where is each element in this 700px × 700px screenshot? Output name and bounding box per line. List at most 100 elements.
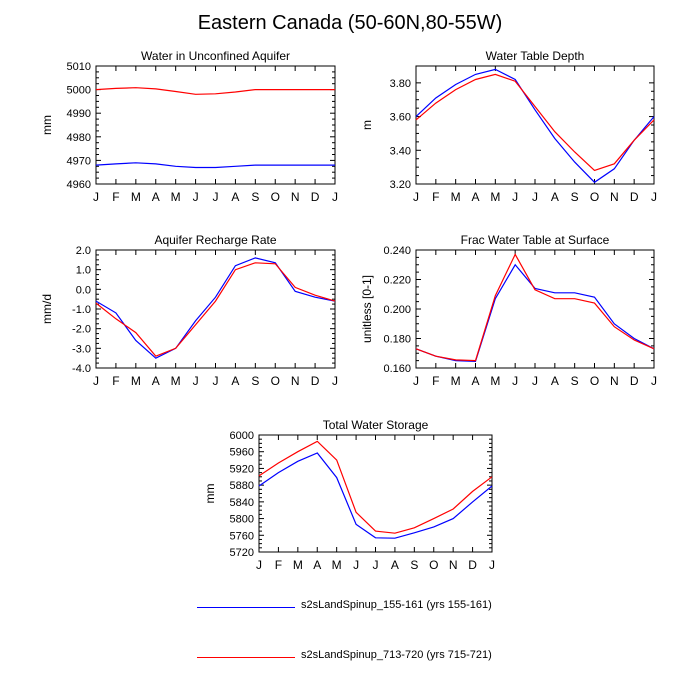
x-tick-label: N [610, 190, 619, 204]
x-tick-label: J [93, 190, 99, 204]
x-tick-label: F [432, 190, 439, 204]
y-tick-label: 2.0 [76, 245, 91, 257]
y-tick-label: 5010 [67, 61, 91, 73]
series-line-2 [258, 440, 493, 534]
y-axis-label: mm [203, 484, 217, 504]
y-tick-label: 3.60 [390, 112, 411, 124]
x-tick-label: M [131, 374, 141, 388]
x-tick-label: J [256, 558, 262, 572]
series-line-1 [415, 68, 655, 184]
x-tick-label: J [332, 374, 338, 388]
x-tick-label: A [313, 558, 321, 572]
y-tick-label: 5760 [230, 530, 254, 542]
x-tick-label: J [651, 190, 657, 204]
y-tick-label: -2.0 [72, 324, 91, 336]
y-tick-label: 4980 [67, 132, 91, 144]
y-tick-label: 0.240 [383, 245, 411, 257]
x-tick-label: J [373, 558, 379, 572]
x-tick-label: J [532, 374, 538, 388]
x-tick-label: J [213, 190, 219, 204]
x-tick-label: M [332, 558, 342, 572]
y-tick-label: 0.220 [383, 275, 411, 287]
y-tick-label: 0.160 [383, 363, 411, 375]
plot-frame [415, 65, 655, 185]
chart-title: Total Water Storage [323, 418, 429, 432]
x-tick-label: M [171, 374, 181, 388]
x-tick-label: M [293, 558, 303, 572]
x-tick-label: S [571, 190, 579, 204]
x-tick-label: J [413, 374, 419, 388]
x-tick-label: J [512, 190, 518, 204]
y-axis-label: m [360, 120, 374, 130]
x-tick-label: A [551, 374, 559, 388]
x-tick-label: J [489, 558, 495, 572]
x-tick-label: M [451, 374, 461, 388]
x-tick-label: F [275, 558, 282, 572]
x-tick-label: A [152, 374, 160, 388]
x-tick-label: M [171, 190, 181, 204]
y-tick-label: 0.200 [383, 304, 411, 316]
plot-frame [95, 249, 336, 369]
y-axis-label: unitless [0-1] [360, 275, 374, 343]
series-line-1 [415, 263, 655, 363]
x-tick-label: S [410, 558, 418, 572]
x-tick-label: M [451, 190, 461, 204]
x-tick-label: N [291, 190, 300, 204]
y-tick-label: -4.0 [72, 363, 91, 375]
x-tick-label: S [251, 374, 259, 388]
series-line-2 [415, 73, 655, 172]
y-tick-label: -1.0 [72, 304, 91, 316]
x-tick-label: A [471, 374, 479, 388]
series-line-2 [95, 87, 335, 95]
figure-title: Eastern Canada (50-60N,80-55W) [197, 12, 503, 34]
series-line-1 [258, 452, 493, 539]
y-tick-label: 5000 [67, 85, 91, 97]
x-tick-label: A [471, 190, 479, 204]
x-tick-label: S [571, 374, 579, 388]
chart-title: Water in Unconfined Aquifer [141, 49, 290, 63]
x-tick-label: O [590, 374, 599, 388]
y-tick-label: -3.0 [72, 343, 91, 355]
y-axis-label: mm/d [40, 294, 54, 324]
y-tick-label: 5840 [230, 497, 254, 509]
plot-frame [258, 434, 493, 553]
x-tick-label: D [311, 374, 320, 388]
y-tick-label: 0.180 [383, 334, 411, 346]
x-tick-label: J [332, 190, 338, 204]
x-tick-label: A [391, 558, 399, 572]
x-tick-label: J [512, 374, 518, 388]
y-tick-label: 4970 [67, 155, 91, 167]
y-axis-label: mm [40, 115, 54, 135]
x-tick-label: M [490, 190, 500, 204]
series-line-1 [95, 257, 336, 359]
x-tick-label: O [590, 190, 599, 204]
x-tick-label: J [193, 190, 199, 204]
y-tick-label: 5720 [230, 547, 254, 559]
y-tick-label: 5960 [230, 447, 254, 459]
x-tick-label: D [468, 558, 477, 572]
y-tick-label: 1.0 [76, 265, 91, 277]
chart-title: Water Table Depth [486, 49, 585, 63]
x-tick-label: J [532, 190, 538, 204]
x-tick-label: A [551, 190, 559, 204]
plot-frame [95, 65, 336, 185]
chart-title: Frac Water Table at Surface [461, 233, 610, 247]
x-tick-label: J [651, 374, 657, 388]
x-tick-label: O [429, 558, 438, 572]
x-tick-label: O [271, 190, 280, 204]
x-tick-label: N [610, 374, 619, 388]
y-tick-label: 4990 [67, 108, 91, 120]
x-tick-label: J [193, 374, 199, 388]
x-tick-label: J [93, 374, 99, 388]
x-tick-label: F [432, 374, 439, 388]
series-line-2 [415, 253, 655, 362]
x-tick-label: N [291, 374, 300, 388]
chart-title: Aquifer Recharge Rate [154, 233, 276, 247]
y-tick-label: 4960 [67, 179, 91, 191]
